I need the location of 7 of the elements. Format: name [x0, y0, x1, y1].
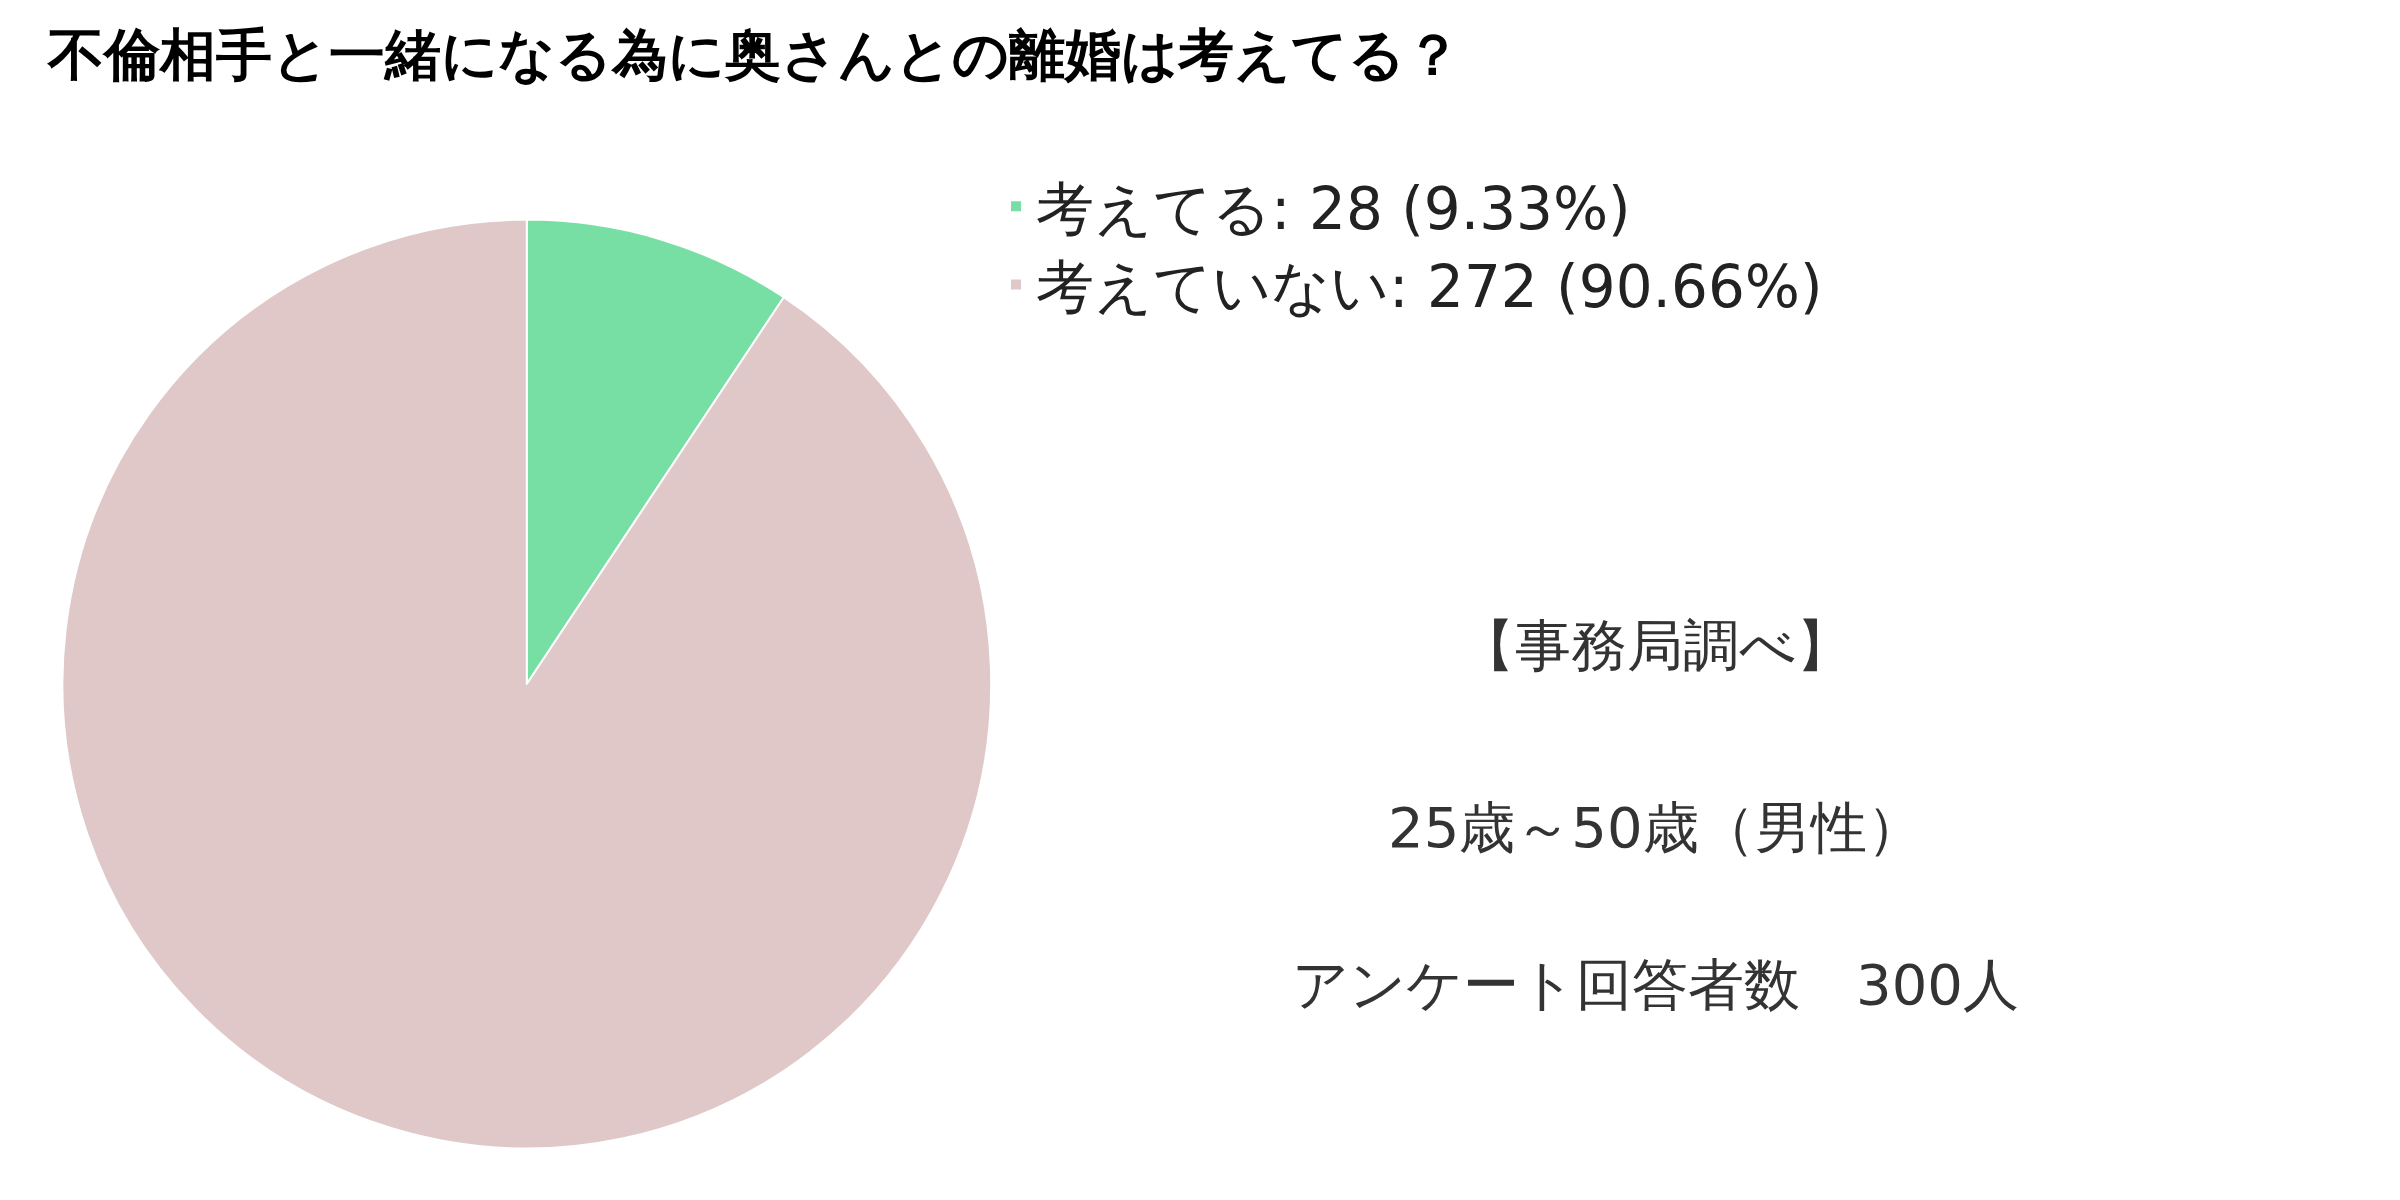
legend-label: 考えてる: 28 (9.33%)	[1036, 174, 1631, 243]
legend-label: 考えていない: 272 (90.66%)	[1036, 253, 1823, 322]
pie-slice	[61, 218, 992, 1150]
text: アンケート回答者数 300人	[1292, 952, 2019, 1017]
text: 25歳～50歳（男性）	[1388, 795, 1923, 860]
chart-title: 不倫相手と一緒になる為に奥さんとの離婚は考えてる？	[46, 21, 1461, 87]
text: 【事務局調べ】	[1459, 613, 1852, 678]
